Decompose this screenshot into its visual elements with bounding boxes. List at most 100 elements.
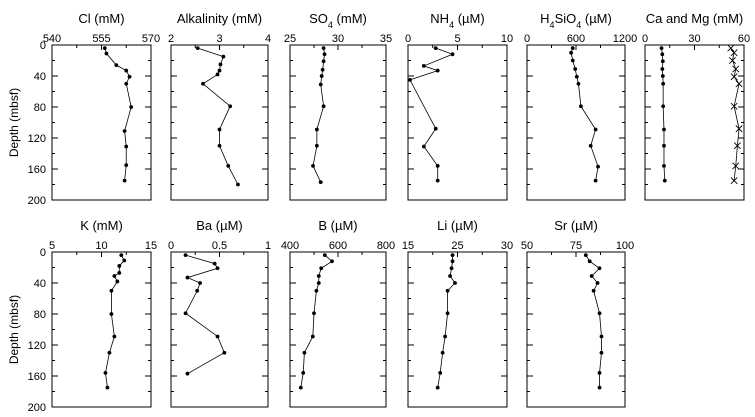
x-tick-label: 0 bbox=[642, 33, 648, 45]
data-point bbox=[117, 271, 122, 275]
y-tick-label: 160 bbox=[28, 371, 46, 383]
x-tick-label: 4 bbox=[265, 33, 271, 45]
panel-frame bbox=[289, 251, 387, 408]
data-point bbox=[570, 46, 575, 50]
data-point bbox=[185, 371, 190, 376]
x-tick-label: 75 bbox=[570, 240, 582, 252]
data-point bbox=[312, 311, 316, 316]
data-point bbox=[310, 334, 315, 339]
data-point-cross bbox=[735, 80, 743, 88]
data-point bbox=[217, 127, 222, 132]
x-tick-label: 25 bbox=[451, 240, 463, 252]
panel-title: Li (µM) bbox=[437, 218, 478, 233]
data-point-cross bbox=[730, 49, 738, 57]
panel-frame bbox=[526, 251, 626, 408]
data-point bbox=[587, 259, 592, 264]
panel-ba: 0 0.5 1 Ba (µM) bbox=[168, 218, 271, 408]
data-point-cross bbox=[730, 177, 738, 185]
data-point bbox=[119, 253, 124, 257]
cross-stroke bbox=[733, 142, 741, 150]
data-point bbox=[228, 104, 233, 109]
data-point bbox=[215, 334, 220, 339]
title-part: B (µM) bbox=[318, 218, 357, 233]
x-tick-label: 100 bbox=[616, 240, 634, 252]
title-part: (µM) bbox=[454, 11, 485, 26]
data-point bbox=[311, 164, 315, 168]
y-tick-label: 40 bbox=[34, 278, 46, 290]
x-tick-label: 570 bbox=[142, 33, 160, 45]
data-point bbox=[322, 52, 327, 57]
cross-stroke bbox=[730, 102, 738, 110]
data-point bbox=[122, 129, 127, 133]
x-tick-label: 540 bbox=[43, 33, 61, 45]
data-point bbox=[597, 385, 602, 390]
data-point bbox=[319, 266, 324, 271]
data-point bbox=[102, 46, 107, 50]
data-point-cross bbox=[730, 73, 738, 81]
data-point bbox=[319, 74, 324, 78]
x-tick-label: 30 bbox=[332, 33, 344, 45]
y-axis-label: Depth (mbsf) bbox=[7, 88, 21, 157]
data-point bbox=[115, 279, 120, 284]
data-point bbox=[599, 334, 604, 339]
panel-k: 5 10 15 K (mM) 0 40 80 120 160 200 Depth (mbsf) bbox=[7, 218, 157, 414]
data-point bbox=[662, 143, 666, 148]
data-point bbox=[662, 164, 666, 168]
data-point bbox=[122, 178, 127, 183]
data-point bbox=[421, 64, 426, 68]
data-point bbox=[314, 288, 319, 293]
data-point bbox=[222, 350, 227, 355]
data-point bbox=[450, 52, 455, 57]
data-point bbox=[435, 164, 440, 168]
data-point bbox=[104, 51, 109, 56]
data-point bbox=[107, 350, 112, 355]
y-tick-label: 160 bbox=[28, 164, 46, 176]
data-point bbox=[661, 104, 666, 109]
panel-frame bbox=[407, 251, 508, 408]
series-line bbox=[185, 254, 225, 375]
x-tick-label: 0.5 bbox=[212, 240, 227, 252]
x-tick-label: 35 bbox=[380, 33, 392, 45]
panel-b: 400 600 800 B (µM) bbox=[281, 218, 395, 408]
data-point bbox=[122, 258, 127, 263]
x-tick-label: 30 bbox=[688, 33, 700, 45]
data-point bbox=[117, 264, 122, 268]
data-point bbox=[124, 68, 129, 73]
data-point bbox=[438, 371, 443, 375]
title-part: NH bbox=[430, 11, 449, 26]
data-point bbox=[212, 261, 217, 266]
data-point bbox=[185, 275, 190, 280]
cross-stroke bbox=[732, 162, 740, 170]
data-point bbox=[321, 46, 326, 50]
data-point bbox=[183, 311, 188, 316]
data-point bbox=[569, 50, 573, 55]
data-point bbox=[597, 371, 602, 375]
data-point bbox=[597, 311, 602, 316]
title-part: K (mM) bbox=[80, 218, 123, 233]
cross-stroke bbox=[732, 65, 740, 73]
series-line bbox=[197, 47, 239, 185]
title-part: Ca and Mg (mM) bbox=[646, 11, 744, 26]
data-point bbox=[445, 311, 450, 316]
panel-li: 15 25 30 Li (µM) bbox=[402, 218, 513, 408]
x-tick-label: 0 bbox=[168, 240, 174, 252]
data-point bbox=[576, 81, 581, 86]
data-point bbox=[574, 74, 579, 79]
data-point bbox=[314, 127, 319, 132]
data-point bbox=[593, 178, 598, 183]
x-tick-label: 555 bbox=[92, 33, 110, 45]
data-point bbox=[201, 81, 205, 86]
y-tick-label: 0 bbox=[40, 40, 46, 52]
data-point bbox=[226, 164, 231, 168]
y-tick-label: 200 bbox=[28, 195, 46, 207]
x-tick-label: 2 bbox=[168, 33, 174, 45]
panel-nh4: 0 5 10 NH4 (µM) bbox=[405, 11, 513, 201]
cross-stroke bbox=[735, 125, 743, 133]
data-point-cross bbox=[728, 56, 736, 65]
data-point bbox=[421, 144, 426, 149]
title-part: Ba (µM) bbox=[196, 218, 243, 233]
data-point bbox=[659, 46, 664, 50]
data-point bbox=[596, 164, 600, 169]
data-point bbox=[195, 288, 200, 293]
x-tick-label: 60 bbox=[738, 33, 750, 45]
